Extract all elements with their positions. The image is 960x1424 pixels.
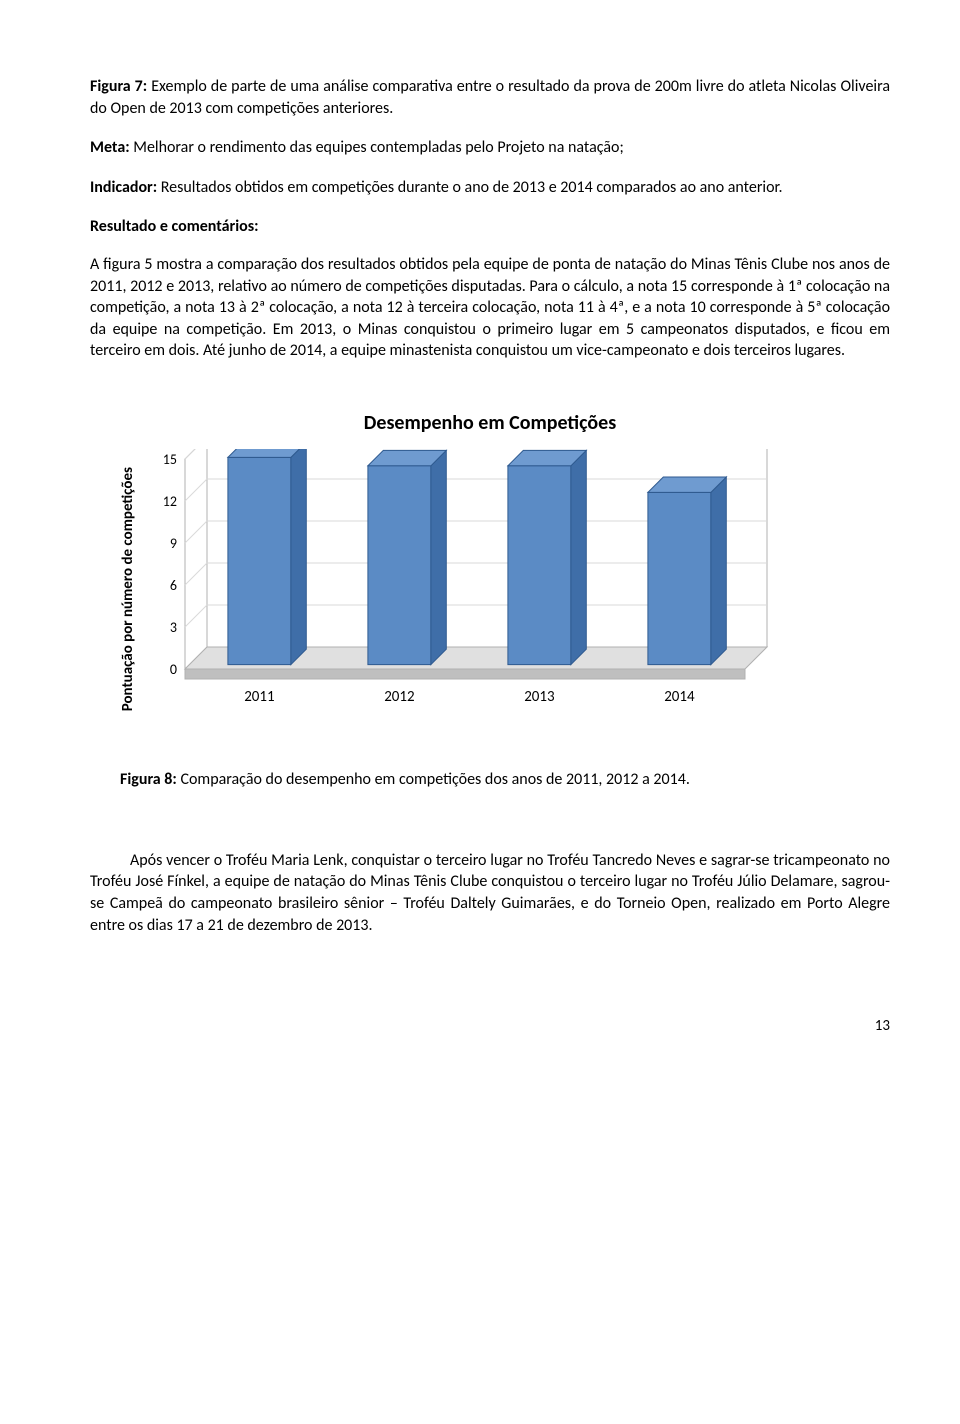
figure8-label: Figura 8:: [120, 770, 177, 789]
figure7-label: Figura 7:: [90, 77, 147, 96]
figure8-text: Comparação do desempenho em competições …: [177, 770, 690, 789]
svg-text:2014: 2014: [664, 688, 695, 706]
chart-yaxis-label: Pontuação por número de competições: [120, 467, 137, 711]
indicador-paragraph: Indicador: Resultados obtidos em competi…: [90, 177, 890, 199]
figure7-caption: Figura 7: Exemplo de parte de uma anális…: [90, 76, 890, 119]
figure7-text: Exemplo de parte de uma análise comparat…: [90, 77, 890, 118]
svg-text:0: 0: [169, 661, 176, 678]
svg-text:15: 15: [162, 451, 176, 468]
chart-svg: 0 3 6 9 12 15 2011 2012 2013 2014: [145, 449, 785, 729]
chart-title: Desempenho em Competições: [120, 410, 860, 437]
chart-container: Desempenho em Competições Pontuação por …: [90, 380, 890, 749]
svg-text:2013: 2013: [524, 688, 555, 706]
meta-paragraph: Meta: Melhorar o rendimento das equipes …: [90, 137, 890, 159]
page-number: 13: [90, 1016, 890, 1036]
svg-text:2012: 2012: [384, 688, 414, 706]
body-paragraph-1: A figura 5 mostra a comparação dos resul…: [90, 254, 890, 362]
figure8-caption: Figura 8: Comparação do desempenho em co…: [120, 769, 860, 791]
svg-text:9: 9: [169, 535, 176, 552]
indicador-label: Indicador:: [90, 178, 157, 197]
svg-text:12: 12: [162, 493, 176, 510]
meta-label: Meta:: [90, 138, 130, 157]
body-paragraph-2: Após vencer o Troféu Maria Lenk, conquis…: [90, 850, 890, 936]
svg-text:2011: 2011: [244, 688, 274, 706]
meta-text: Melhorar o rendimento das equipes contem…: [130, 138, 624, 157]
resultado-heading: Resultado e comentários:: [90, 216, 890, 238]
indicador-text: Resultados obtidos em competições durant…: [157, 178, 782, 197]
svg-text:3: 3: [169, 619, 176, 636]
svg-text:6: 6: [169, 577, 176, 594]
